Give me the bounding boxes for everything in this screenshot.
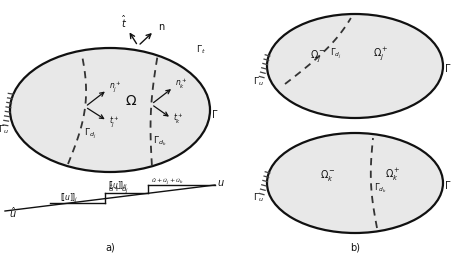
Text: $\hat{u}$: $\hat{u}$ [9,206,17,220]
Text: $u$: $u$ [217,178,225,188]
Text: $\Gamma_{d_j}$: $\Gamma_{d_j}$ [330,46,342,61]
Text: $\Gamma_{d_j}$: $\Gamma_{d_j}$ [83,126,96,141]
Text: $\hat{u}+\tilde{u}_j$: $\hat{u}+\tilde{u}_j$ [108,183,129,196]
Text: $\Gamma_u$: $\Gamma_u$ [253,75,264,87]
Text: $[\![u]\!]_j$: $[\![u]\!]_j$ [60,191,78,205]
Ellipse shape [267,14,443,118]
Text: $t_j^+$: $t_j^+$ [109,115,120,129]
Text: $n_j^+$: $n_j^+$ [109,79,121,94]
Text: $n_k^+$: $n_k^+$ [175,77,188,91]
Text: $\Gamma$: $\Gamma$ [444,179,451,191]
Text: $\hat{t}$: $\hat{t}$ [121,14,127,30]
Text: $\Omega$: $\Omega$ [125,94,137,108]
Text: $[\![u]\!]_k$: $[\![u]\!]_k$ [108,180,128,192]
Text: $\Gamma$: $\Gamma$ [211,108,219,120]
Text: $\Gamma_{d_k}$: $\Gamma_{d_k}$ [374,181,387,195]
Text: b): b) [350,242,360,252]
Text: $t_k^+$: $t_k^+$ [173,112,184,126]
Text: $\Omega_j^-$: $\Omega_j^-$ [310,49,326,64]
Text: a): a) [105,242,115,252]
Text: $\Gamma_u$: $\Gamma_u$ [253,192,264,205]
Text: $\hat{u}+\tilde{u}_j+\tilde{u}_k$: $\hat{u}+\tilde{u}_j+\tilde{u}_k$ [151,176,184,187]
Ellipse shape [10,48,210,172]
Text: $\Gamma$: $\Gamma$ [444,62,451,74]
Ellipse shape [267,133,443,233]
Text: n: n [158,22,164,32]
Text: $\Gamma_u$: $\Gamma_u$ [0,123,9,135]
Text: $\Gamma_{d_k}$: $\Gamma_{d_k}$ [153,134,166,148]
Text: $\Omega_k^+$: $\Omega_k^+$ [385,167,401,183]
Text: $\Gamma_t$: $\Gamma_t$ [196,43,206,55]
Text: $\Omega_j^+$: $\Omega_j^+$ [373,45,389,62]
Text: $\Omega_k^-$: $\Omega_k^-$ [320,168,336,183]
